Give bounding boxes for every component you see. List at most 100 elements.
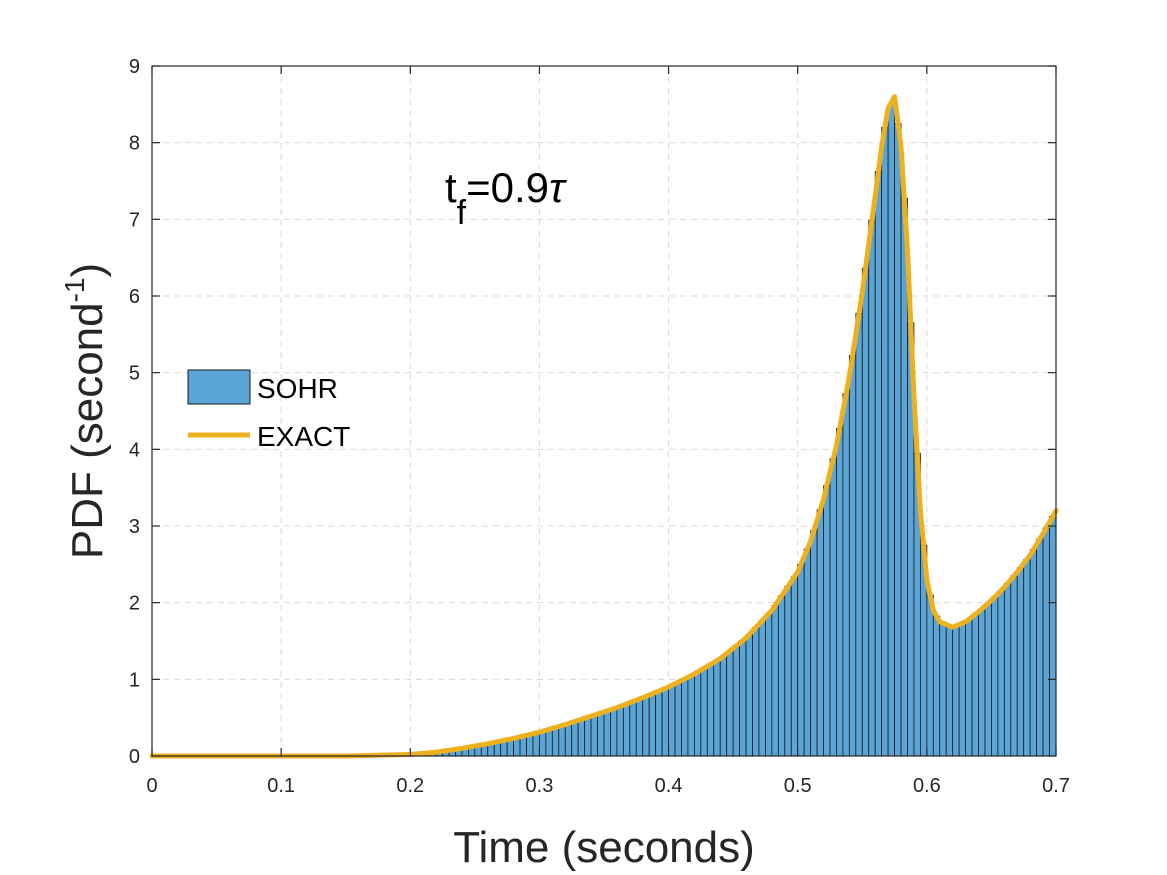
- x-tick-label: 0.5: [784, 775, 812, 797]
- histogram-bar: [545, 728, 553, 757]
- histogram-bar: [694, 671, 702, 757]
- histogram-bar: [874, 171, 883, 757]
- histogram-bar: [784, 585, 792, 757]
- legend-label-sohr: SOHR: [257, 373, 338, 404]
- histogram-bar: [790, 576, 799, 757]
- histogram-bar: [713, 660, 721, 757]
- legend-swatch-sohr: [187, 369, 251, 405]
- histogram-bar: [551, 727, 560, 757]
- annotation-main: t: [445, 164, 457, 211]
- histogram-bar: [777, 595, 786, 757]
- y-tick-label: 5: [129, 363, 140, 385]
- histogram-bar: [965, 618, 973, 757]
- y-tick-label: 7: [129, 209, 140, 231]
- histogram-bar: [635, 698, 644, 757]
- x-tick-label: 0.1: [267, 775, 295, 797]
- histogram-bar: [629, 701, 637, 757]
- histogram-bar: [823, 485, 831, 757]
- histogram-bar: [739, 640, 747, 757]
- y-tick-label: 1: [129, 669, 140, 691]
- histogram-bar: [939, 622, 947, 757]
- histogram-bar: [997, 590, 1005, 757]
- histogram-bar: [661, 687, 669, 757]
- histogram-bar: [861, 267, 870, 757]
- histogram-bar: [1029, 549, 1038, 757]
- histogram-bar: [816, 509, 824, 757]
- y-axis-title: PDF (second-1): [59, 263, 112, 559]
- histogram-bar: [706, 663, 715, 757]
- histogram-bar: [881, 126, 889, 757]
- x-tick-label: 0.7: [1042, 775, 1070, 797]
- x-tick-label: 0.6: [913, 775, 941, 797]
- histogram-bar: [577, 718, 586, 757]
- histogram-bar: [978, 608, 986, 757]
- histogram-bar: [526, 734, 534, 757]
- histogram-bar: [842, 393, 850, 757]
- histogram-bar: [932, 615, 941, 757]
- histogram-bar: [797, 563, 805, 757]
- legend-label-exact: EXACT: [257, 421, 350, 452]
- axes-box: [151, 65, 1057, 757]
- histogram-bar: [1003, 583, 1012, 757]
- histogram-bar: [752, 627, 760, 757]
- histogram-bar: [855, 312, 863, 757]
- histogram-bar: [1010, 575, 1018, 757]
- histogram-bar: [745, 634, 753, 757]
- histogram-bar: [732, 645, 741, 757]
- histogram-bar: [719, 655, 728, 757]
- histogram-bar: [674, 681, 682, 757]
- histogram-bar: [622, 703, 631, 757]
- histogram-bar: [1049, 516, 1057, 757]
- histogram-bar: [642, 695, 650, 757]
- histogram-bar: [571, 721, 579, 757]
- x-tick-labels: 0 0.1 0.2 0.3 0.4 0.5 0.6 0.7: [146, 775, 1069, 797]
- histogram-bar: [829, 458, 837, 757]
- annotation-greek: τ: [549, 164, 567, 211]
- histogram-bar: [597, 712, 605, 757]
- histogram-bar: [681, 678, 689, 757]
- histogram-bar: [1016, 567, 1025, 757]
- legend: SOHR EXACT: [187, 369, 350, 452]
- x-tick-label: 0.3: [526, 775, 554, 797]
- tf-annotation: tf=0.9τ: [445, 164, 567, 232]
- histogram-bar: [836, 427, 844, 757]
- histogram-bar: [590, 714, 598, 757]
- histogram-bars: [345, 103, 1057, 757]
- histogram-bar: [984, 602, 992, 757]
- histogram-bar: [991, 596, 999, 757]
- histogram-bar: [616, 706, 624, 757]
- y-tick-label: 0: [129, 746, 140, 768]
- y-tick-label: 6: [129, 286, 140, 308]
- histogram-bar: [868, 219, 876, 757]
- histogram-bar: [687, 675, 695, 757]
- x-axis-title: Time (seconds): [453, 823, 755, 872]
- y-tick-label: 8: [129, 133, 140, 155]
- x-tick-label: 0: [146, 775, 157, 797]
- axis-ticks: [151, 65, 1057, 757]
- y-tick-labels: 0 1 2 3 4 5 6 7 8 9: [129, 56, 140, 768]
- histogram-bar: [952, 625, 960, 757]
- histogram-bar: [810, 530, 818, 757]
- histogram-bar: [926, 594, 934, 757]
- histogram-bar: [803, 548, 812, 757]
- histogram-bar: [539, 730, 547, 757]
- histogram-bar: [1042, 527, 1050, 757]
- y-tick-label: 2: [129, 593, 140, 615]
- histogram-bar: [558, 725, 566, 757]
- y-axis-title-main: PDF (second: [63, 302, 112, 559]
- histogram-bar: [532, 732, 540, 757]
- histogram-bar: [584, 716, 592, 757]
- histogram-bar: [1036, 538, 1044, 757]
- y-axis-title-close: ): [63, 263, 112, 278]
- annotation-subscript: f: [457, 194, 467, 232]
- histogram-bar: [1023, 558, 1031, 757]
- histogram-bar: [945, 625, 954, 757]
- y-tick-label: 9: [129, 56, 140, 78]
- x-tick-label: 0.2: [396, 775, 424, 797]
- histogram-bar: [887, 103, 895, 757]
- y-tick-label: 3: [129, 516, 140, 538]
- y-tick-label: 4: [129, 439, 140, 461]
- histogram-bar: [958, 622, 967, 757]
- histogram-bar: [610, 708, 618, 757]
